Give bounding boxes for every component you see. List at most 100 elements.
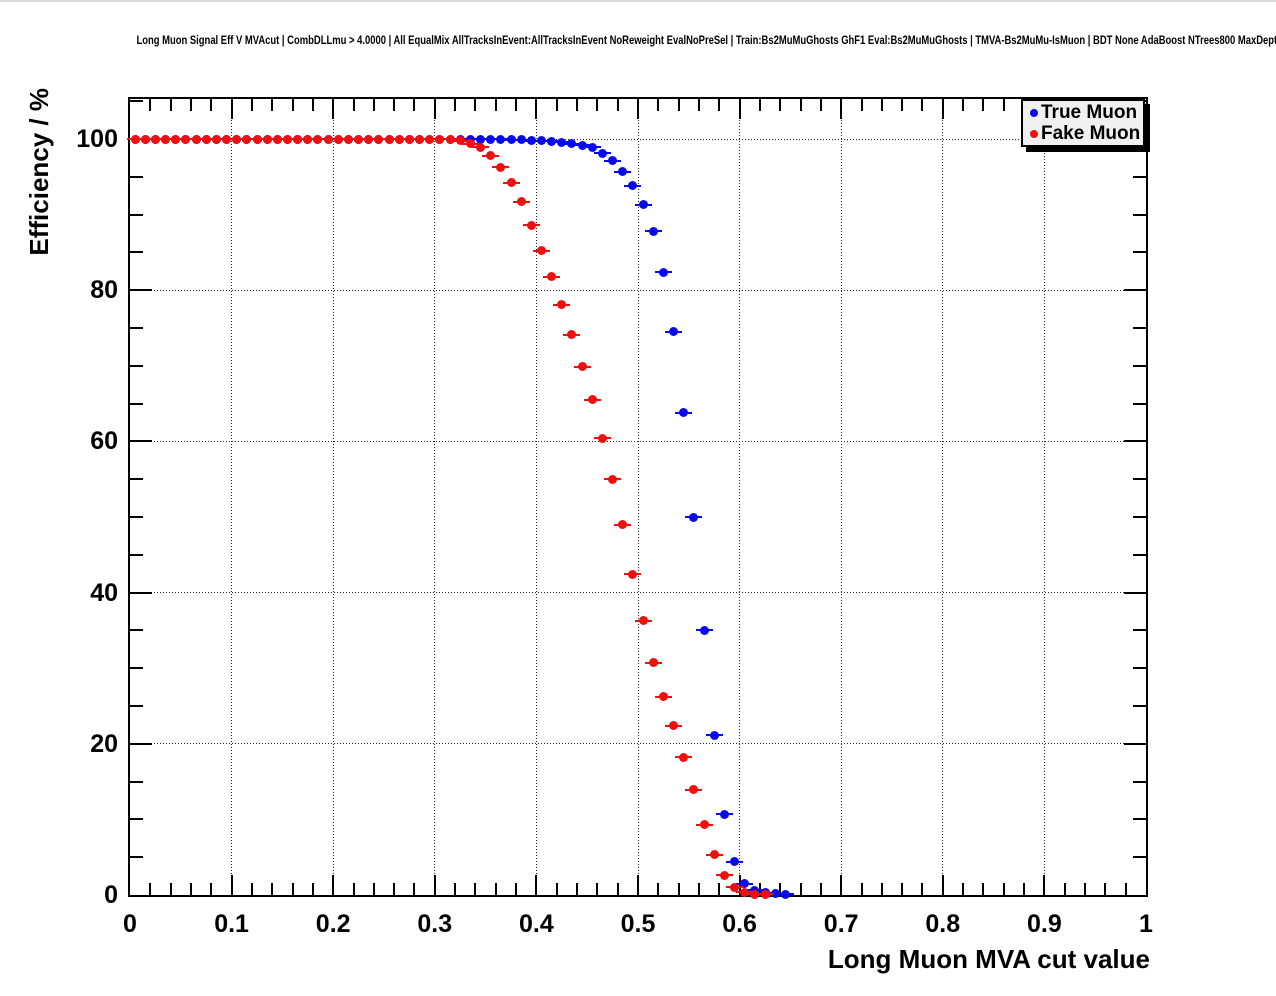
x-axis-tick [1023, 883, 1026, 895]
data-point-fake-muon [201, 134, 211, 144]
data-point-fake-muon [730, 882, 740, 892]
x-axis-tick [372, 883, 375, 895]
y-tick-label: 0 [104, 881, 118, 909]
y-tick-label: 80 [90, 276, 118, 305]
data-point-fake-muon [150, 134, 160, 144]
y-axis-tick [130, 553, 143, 556]
x-axis-tick [921, 883, 924, 895]
x-axis-tick-top [372, 99, 375, 111]
data-point-fake-muon [658, 692, 668, 702]
data-point-true-muon [730, 857, 740, 867]
data-point-fake-muon [232, 134, 242, 144]
data-point-true-muon [679, 408, 689, 418]
y-axis-tick-right [1133, 516, 1146, 519]
x-axis-tick [454, 883, 457, 895]
x-axis-tick-top [616, 99, 619, 111]
gridline-vertical [1043, 99, 1045, 895]
y-axis-tick [130, 364, 143, 367]
data-point-fake-muon [272, 134, 282, 144]
data-point-fake-muon [262, 134, 272, 144]
x-axis-tick-top [271, 99, 274, 111]
x-axis-tick [962, 883, 965, 895]
y-tick-label: 100 [76, 125, 118, 154]
data-point-fake-muon [435, 134, 445, 144]
y-axis-tick [130, 175, 143, 178]
x-axis-tick [515, 883, 518, 895]
y-axis-tick-right [1124, 289, 1146, 292]
x-axis-tick-top [799, 99, 802, 111]
x-axis-tick-top [474, 99, 477, 111]
x-axis-tick-top [169, 99, 172, 111]
x-tick-label: 0.9 [1027, 910, 1062, 938]
y-axis-tick [130, 289, 152, 292]
x-axis-tick [230, 875, 233, 895]
x-axis-tick-top [758, 99, 761, 111]
x-axis-tick-top [149, 99, 152, 111]
x-axis-tick [779, 883, 782, 895]
data-point-true-muon [628, 181, 638, 191]
data-point-fake-muon [506, 178, 516, 188]
data-point-true-muon [780, 889, 790, 899]
x-axis-tick [291, 883, 294, 895]
y-axis-tick [130, 780, 143, 783]
data-point-fake-muon [354, 134, 364, 144]
data-point-fake-muon [476, 142, 486, 152]
y-axis-tick [130, 818, 143, 821]
gridline-vertical [739, 99, 741, 895]
x-axis-tick [718, 883, 721, 895]
data-point-fake-muon [171, 134, 181, 144]
x-axis-tick [941, 875, 944, 895]
x-axis-tick-top [250, 99, 253, 111]
data-point-fake-muon [567, 330, 577, 340]
x-axis-tick [169, 883, 172, 895]
y-axis-tick [130, 742, 152, 745]
data-point-fake-muon [313, 134, 323, 144]
x-axis-tick-top [515, 99, 518, 111]
canvas-top-edge [0, 0, 1276, 2]
x-axis-tick [1063, 883, 1066, 895]
x-axis-tick-top [880, 99, 883, 111]
y-axis-tick-right [1124, 440, 1146, 443]
y-axis-tick-right [1133, 327, 1146, 330]
data-point-fake-muon [343, 134, 353, 144]
y-axis-tick [130, 629, 143, 632]
data-point-fake-muon [415, 134, 425, 144]
data-point-true-muon [577, 140, 587, 150]
data-point-fake-muon [425, 134, 435, 144]
y-axis-tick [130, 667, 143, 670]
y-axis-tick [130, 591, 152, 594]
legend-label-fake-muon: Fake Muon [1041, 122, 1141, 144]
legend-marker-fake-muon-icon [1030, 129, 1038, 138]
x-axis-tick [880, 883, 883, 895]
data-point-fake-muon [597, 433, 607, 443]
x-axis-tick-top [291, 99, 294, 111]
x-axis-tick-top [332, 99, 335, 119]
x-axis-tick [819, 883, 822, 895]
plot-title: Long Muon Signal Eff V MVAcut | CombDLLm… [136, 35, 1276, 47]
data-point-fake-muon [628, 569, 638, 579]
data-point-fake-muon [740, 887, 750, 897]
x-axis-tick [1002, 883, 1005, 895]
x-axis-tick [901, 883, 904, 895]
x-tick-label: 0.2 [315, 910, 351, 938]
y-axis-tick [130, 705, 143, 708]
x-axis-tick-top [535, 99, 538, 119]
x-axis-tick [393, 883, 396, 895]
x-axis-tick-top [494, 99, 497, 111]
x-axis-tick [433, 875, 436, 895]
data-point-fake-muon [222, 134, 232, 144]
x-axis-tick [616, 883, 619, 895]
y-axis-tick-right [1133, 667, 1146, 670]
y-axis-tick [130, 440, 152, 443]
gridline-horizontal [130, 289, 1146, 291]
legend-entry-true-muon: True Muon [1023, 102, 1143, 123]
x-axis-tick [1084, 883, 1087, 895]
data-point-fake-muon [161, 134, 171, 144]
x-axis-tick-top [352, 99, 355, 111]
data-point-fake-muon [638, 616, 648, 626]
y-axis-tick-right [1133, 780, 1146, 783]
y-axis-tick [130, 402, 143, 405]
x-axis-tick [677, 883, 680, 895]
gridline-horizontal [130, 440, 1146, 442]
legend-marker-true-muon-icon [1030, 108, 1038, 117]
